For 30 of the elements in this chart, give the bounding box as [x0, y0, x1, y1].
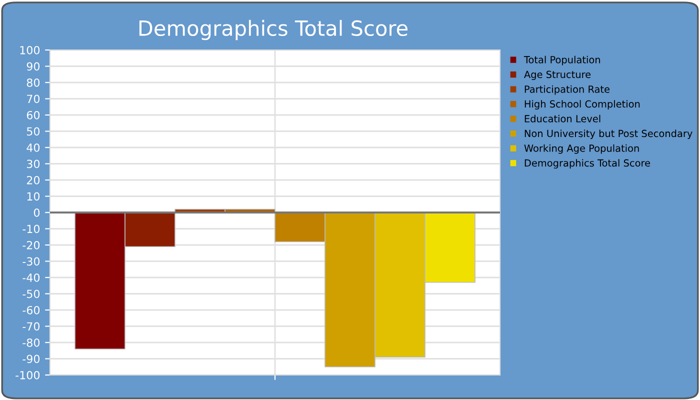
y-tick-label: 60 [26, 110, 40, 120]
y-tick-label: -100 [16, 370, 40, 380]
y-tick-label: 10 [27, 192, 40, 201]
y-tick-label: -20 [22, 240, 40, 250]
y-tick-label: -70 [22, 322, 40, 331]
chart-title: Demographics Total Score [139, 20, 408, 40]
y-tick-label: -40 [22, 273, 40, 282]
y-tick-label: -10 [22, 224, 40, 234]
y-tick-label: -60 [22, 306, 40, 314]
y-tick-label: 0 [34, 208, 40, 217]
legend-label: Working Age Population [524, 144, 639, 154]
legend-label: Participation Rate [524, 85, 610, 95]
y-tick-label: -80 [22, 338, 40, 347]
legend-label: Age Structure [524, 70, 591, 80]
y-tick-label: 30 [26, 160, 40, 168]
y-tick-label: 100 [20, 46, 40, 54]
y-tick-label: -90 [22, 354, 40, 364]
legend-label: Non University but Post Secondary [524, 130, 692, 140]
y-tick-label: 50 [26, 127, 40, 136]
y-tick-label: 40 [26, 143, 40, 152]
y-tick-label: 70 [27, 94, 40, 104]
y-tick-label: 80 [26, 78, 40, 87]
legend-label: Total Population [524, 56, 600, 66]
y-tick-label: 90 [26, 62, 40, 71]
legend-label: Demographics Total Score [524, 159, 650, 169]
y-tick-label: -30 [22, 257, 40, 266]
y-tick-label: -50 [22, 290, 40, 298]
y-tick-label: 20 [26, 176, 40, 184]
legend-label: Education Level [524, 114, 600, 122]
legend-label: High School Completion [524, 100, 640, 110]
